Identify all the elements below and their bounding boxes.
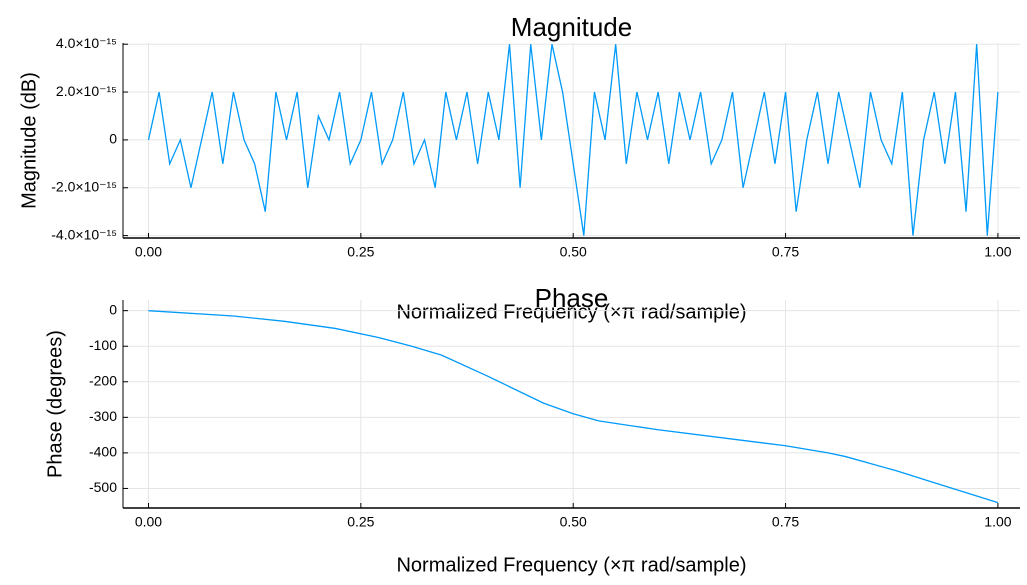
- x-tick-label: 0.00: [135, 514, 162, 530]
- series-line: [148, 310, 999, 504]
- series-line: [147, 44, 999, 236]
- x-axis-label: Normalized Frequency (×π rad/sample): [396, 554, 746, 576]
- x-tick-label: 1.00: [984, 244, 1011, 260]
- y-tick-label: -400: [89, 444, 117, 460]
- x-tick-label: 0.25: [347, 514, 374, 530]
- y-tick-label: 2.0×10⁻¹⁵: [56, 83, 117, 99]
- y-tick-label: 4.0×10⁻¹⁵: [56, 35, 117, 51]
- x-tick-label: 1.00: [984, 514, 1011, 530]
- y-tick-label: -300: [89, 408, 117, 424]
- x-tick-label: 0.00: [135, 244, 162, 260]
- x-axis-label: Normalized Frequency (×π rad/sample): [396, 301, 746, 323]
- y-tick-label: -100: [89, 337, 117, 353]
- x-tick-label: 0.50: [560, 244, 587, 260]
- chart-title: Phase: [535, 283, 609, 313]
- y-tick-label: 0: [109, 131, 117, 147]
- x-tick-label: 0.75: [772, 244, 799, 260]
- y-axis-label: Magnitude (dB): [18, 72, 40, 209]
- y-tick-label: -500: [89, 479, 117, 495]
- x-tick-label: 0.25: [347, 244, 374, 260]
- x-tick-label: 0.50: [560, 514, 587, 530]
- x-tick-label: 0.75: [772, 514, 799, 530]
- chart-title: Magnitude: [511, 12, 632, 42]
- y-tick-label: 0: [109, 301, 117, 317]
- y-tick-label: -2.0×10⁻¹⁵: [51, 178, 117, 194]
- y-tick-label: -4.0×10⁻¹⁵: [51, 226, 117, 242]
- y-tick-label: -200: [89, 372, 117, 388]
- y-axis-label: Phase (degrees): [44, 330, 66, 478]
